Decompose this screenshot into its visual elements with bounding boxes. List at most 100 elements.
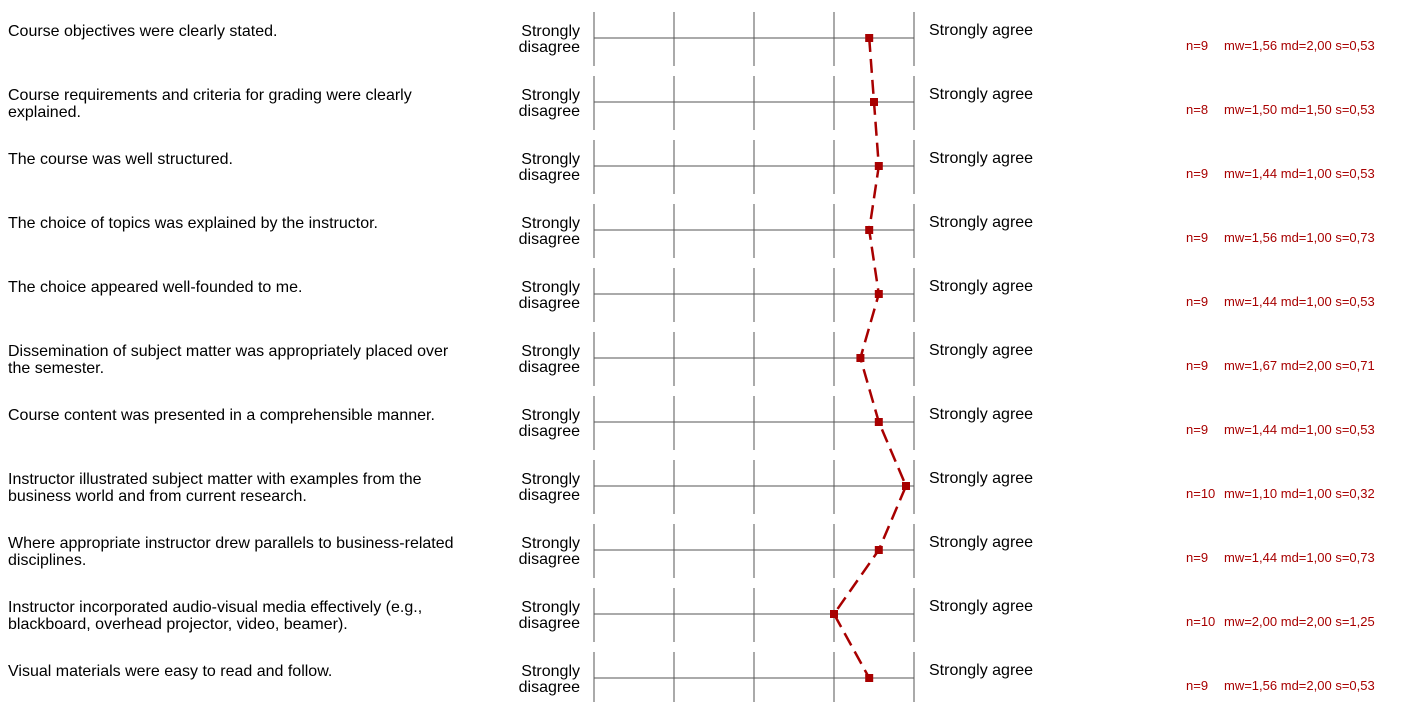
stat-summary: mw=2,00 md=2,00 s=1,25 — [1224, 614, 1375, 629]
profile-point — [874, 162, 883, 170]
scale-right-label: Strongly agree — [929, 22, 1034, 39]
scale-left-label: Strongly disagree — [518, 23, 580, 56]
stat-s: s=0,71 — [1335, 358, 1375, 373]
scale-right-label: Strongly agree — [929, 598, 1034, 615]
question-text: The choice appeared well-founded to me. — [8, 279, 303, 296]
profile-point — [902, 482, 910, 490]
stat-summary: mw=1,56 md=2,00 s=0,53 — [1224, 678, 1375, 693]
stat-count: n=9 — [1186, 38, 1209, 53]
stat-mw: mw=1,56 — [1224, 678, 1278, 693]
question-text: Where appropriate instructor drew parall… — [8, 535, 454, 569]
stat-summary: mw=1,56 md=1,00 s=0,73 — [1224, 230, 1375, 245]
question-text: The choice of topics was explained by th… — [8, 215, 378, 232]
stat-md: md=1,00 — [1280, 550, 1332, 565]
stat-count: n=9 — [1186, 294, 1209, 309]
table-row: The choice of topics was explained by th… — [0, 200, 1404, 264]
table-row: Course objectives were clearly stated. St… — [0, 8, 1404, 72]
question-text: Course requirements and criteria for gra… — [8, 87, 412, 121]
stat-md: md=2,00 — [1280, 678, 1332, 693]
stat-mw: mw=1,50 — [1224, 102, 1278, 117]
scale-left-label: Strongly disagree — [518, 535, 580, 568]
scale-left-label: Strongly disagree — [518, 663, 580, 696]
stat-mw: mw=1,44 — [1224, 166, 1278, 181]
stat-summary: mw=1,44 md=1,00 s=0,53 — [1224, 422, 1375, 437]
stat-md: md=1,00 — [1280, 166, 1332, 181]
scale-left-label: Strongly disagree — [518, 279, 580, 312]
scale-right-label: Strongly agree — [929, 470, 1034, 487]
table-row: Visual materials were easy to read and f… — [0, 648, 1404, 712]
profile-point — [865, 34, 874, 42]
scale-left-label: Strongly disagree — [518, 407, 580, 440]
stat-count: n=8 — [1186, 102, 1209, 117]
scale-right-label: Strongly agree — [929, 342, 1034, 359]
question-text: Dissemination of subject matter was appr… — [8, 343, 449, 377]
stat-s: s=0,53 — [1335, 102, 1375, 117]
scale-left-label: Strongly disagree — [518, 471, 580, 504]
stat-s: s=0,32 — [1335, 486, 1375, 501]
stat-s: s=0,73 — [1335, 550, 1375, 565]
stat-s: s=0,53 — [1335, 294, 1375, 309]
stat-mw: mw=1,10 — [1224, 486, 1278, 501]
stat-count: n=9 — [1186, 678, 1209, 693]
stat-s: s=0,53 — [1335, 166, 1375, 181]
stat-mw: mw=1,56 — [1224, 38, 1278, 53]
stat-s: s=0,53 — [1335, 422, 1375, 437]
profile-point — [865, 226, 874, 234]
profile-point — [830, 610, 838, 618]
stat-s: s=0,53 — [1335, 38, 1375, 53]
table-row: The course was well structured. Strongly d… — [0, 136, 1404, 200]
profile-point — [874, 418, 883, 426]
question-text: Visual materials were easy to read and f… — [8, 663, 333, 680]
scale-right-label: Strongly agree — [929, 86, 1034, 103]
scale-left-label: Strongly disagree — [518, 215, 580, 248]
stat-count: n=9 — [1186, 422, 1209, 437]
question-text: The course was well structured. — [8, 151, 233, 168]
question-text: Instructor illustrated subject matter wi… — [8, 471, 422, 505]
table-row: The choice appeared well-founded to me. S… — [0, 264, 1404, 328]
stat-s: s=1,25 — [1335, 614, 1375, 629]
scale-right-label: Strongly agree — [929, 662, 1034, 679]
stat-summary: mw=1,50 md=1,50 s=0,53 — [1224, 102, 1375, 117]
stat-md: md=1,50 — [1280, 102, 1332, 117]
stat-mw: mw=1,44 — [1224, 550, 1278, 565]
scale-right-label: Strongly agree — [929, 406, 1034, 423]
table-row: Instructor illustrated subject matter wi… — [0, 456, 1404, 520]
scale-right-label: Strongly agree — [929, 278, 1034, 295]
stat-md: md=2,00 — [1280, 38, 1332, 53]
scale-left-label: Strongly disagree — [518, 599, 580, 632]
stat-summary: mw=1,44 md=1,00 s=0,53 — [1224, 294, 1375, 309]
stat-mw: mw=1,67 — [1224, 358, 1278, 373]
stat-md: md=1,00 — [1280, 422, 1332, 437]
profile-point — [870, 98, 878, 106]
profile-point — [874, 290, 883, 298]
question-text: Course objectives were clearly stated. — [8, 23, 278, 40]
question-text: Instructor incorporated audio-visual med… — [8, 599, 423, 633]
stat-mw: mw=2,00 — [1224, 614, 1278, 629]
stat-md: md=2,00 — [1280, 358, 1332, 373]
profile-point — [874, 546, 883, 554]
stat-count: n=9 — [1186, 550, 1209, 565]
table-row: Dissemination of subject matter was appr… — [0, 328, 1404, 392]
stat-count: n=9 — [1186, 166, 1209, 181]
stat-mw: mw=1,56 — [1224, 230, 1278, 245]
scale-right-label: Strongly agree — [929, 150, 1034, 167]
question-text: Course content was presented in a compre… — [8, 407, 435, 424]
table-row: Course content was presented in a compre… — [0, 392, 1404, 456]
stat-summary: mw=1,44 md=1,00 s=0,73 — [1224, 550, 1375, 565]
stat-mw: mw=1,44 — [1224, 294, 1278, 309]
stat-s: s=0,53 — [1335, 678, 1375, 693]
scale-right-label: Strongly agree — [929, 534, 1034, 551]
profile-point — [865, 674, 874, 682]
stat-md: md=1,00 — [1280, 486, 1332, 501]
stat-s: s=0,73 — [1335, 230, 1375, 245]
table-row: Instructor incorporated audio-visual med… — [0, 584, 1404, 648]
stat-count: n=10 — [1186, 486, 1216, 501]
stat-md: md=1,00 — [1280, 294, 1332, 309]
scale-right-label: Strongly agree — [929, 214, 1034, 231]
stat-summary: mw=1,56 md=2,00 s=0,53 — [1224, 38, 1375, 53]
stat-count: n=10 — [1186, 614, 1216, 629]
stat-mw: mw=1,44 — [1224, 422, 1278, 437]
scale-left-label: Strongly disagree — [518, 87, 580, 120]
stat-summary: mw=1,44 md=1,00 s=0,53 — [1224, 166, 1375, 181]
